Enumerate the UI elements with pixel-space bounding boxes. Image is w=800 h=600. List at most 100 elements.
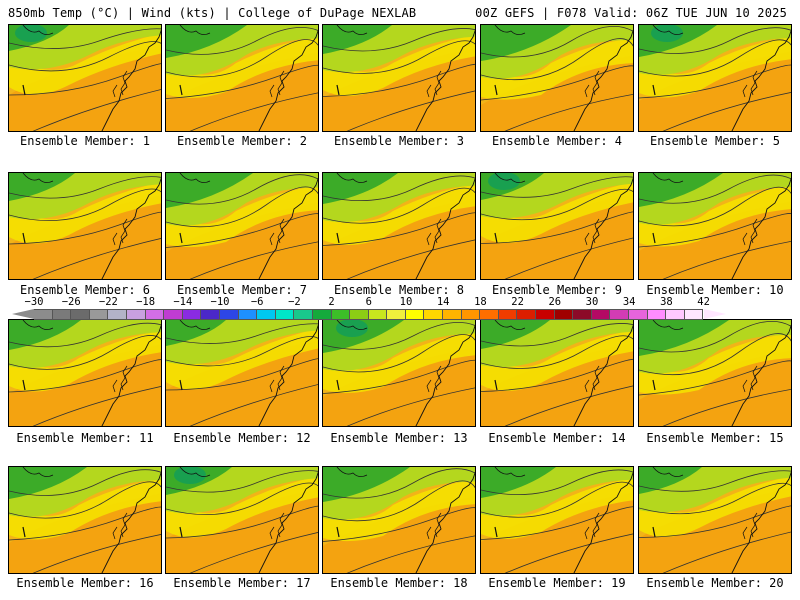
colorbar-tick-label: −26 — [61, 296, 81, 308]
ensemble-map-panel — [165, 319, 319, 427]
product-title: 850mb Temp (°C) | Wind (kts) | College o… — [8, 6, 417, 20]
ensemble-member-caption: Ensemble Member: 1 — [19, 134, 151, 148]
colorbar-swatch — [257, 310, 276, 319]
colorbar-swatch — [331, 310, 351, 319]
colorbar-swatch — [629, 310, 648, 319]
colorbar-swatch — [238, 310, 258, 319]
ensemble-member-caption: Ensemble Member: 12 — [173, 431, 311, 445]
colorbar-swatch — [108, 310, 127, 319]
temperature-map — [323, 320, 475, 426]
colorbar-tick-label: −6 — [250, 296, 264, 308]
ensemble-map-panel — [480, 319, 634, 427]
colorbar-tick-label: −2 — [288, 296, 301, 308]
colorbar-tick-label: 26 — [548, 296, 562, 308]
temperature-map — [9, 320, 161, 426]
temperature-map — [166, 25, 318, 131]
colorbar-swatch — [591, 310, 611, 319]
ensemble-map-panel — [165, 466, 319, 574]
temperature-map — [166, 320, 318, 426]
temperature-map — [639, 173, 791, 279]
ensemble-member-caption: Ensemble Member: 20 — [646, 576, 784, 590]
colorbar-swatch — [126, 310, 146, 319]
temperature-map — [481, 25, 633, 131]
temperature-map — [639, 320, 791, 426]
colorbar-swatch — [182, 310, 202, 319]
ensemble-member-caption: Ensemble Member: 17 — [173, 576, 311, 590]
ensemble-map-panel — [322, 319, 476, 427]
colorbar-tick-label: 30 — [585, 296, 599, 308]
ensemble-map-panel — [322, 24, 476, 132]
colorbar-swatch — [666, 310, 685, 319]
ensemble-member-caption: Ensemble Member: 2 — [176, 134, 308, 148]
colorbar-tick-label: −22 — [98, 296, 118, 308]
ensemble-member-caption: Ensemble Member: 13 — [330, 431, 468, 445]
ensemble-member-caption: Ensemble Member: 14 — [488, 431, 626, 445]
ensemble-map-panel — [322, 172, 476, 280]
colorbar-tick-label: −14 — [173, 296, 193, 308]
colorbar-tick-label: 18 — [474, 296, 487, 308]
colorbar-swatch — [554, 310, 574, 319]
ensemble-member-caption: Ensemble Member: 7 — [176, 283, 308, 297]
ensemble-member-caption: Ensemble Member: 18 — [330, 576, 468, 590]
temperature-map — [639, 467, 791, 573]
ensemble-member-caption: Ensemble Member: 6 — [19, 283, 151, 297]
temperature-colorbar: −30 −26 −22 −18 −14 −10 −6 −2 2 6 10 14 18 22 26 30 34 38… — [10, 296, 790, 320]
ensemble-member-caption: Ensemble Member: 19 — [488, 576, 626, 590]
colorbar-tick-label: −30 — [24, 296, 44, 308]
colorbar-swatch — [517, 310, 537, 319]
colorbar-swatch — [573, 310, 592, 319]
colorbar-tick-label: −18 — [136, 296, 156, 308]
ensemble-member-caption: Ensemble Member: 3 — [333, 134, 465, 148]
temperature-map — [9, 467, 161, 573]
colorbar-swatch — [610, 310, 629, 319]
ensemble-member-caption: Ensemble Member: 10 — [646, 283, 784, 297]
colorbar-swatch — [405, 310, 425, 319]
temperature-map — [323, 173, 475, 279]
ensemble-member-caption: Ensemble Member: 11 — [16, 431, 154, 445]
ensemble-member-caption: Ensemble Member: 4 — [491, 134, 623, 148]
temperature-map — [166, 173, 318, 279]
ensemble-member-caption: Ensemble Member: 15 — [646, 431, 784, 445]
colorbar-swatch — [684, 310, 704, 319]
temperature-map — [481, 173, 633, 279]
ensemble-map-panel — [8, 466, 162, 574]
header: 850mb Temp (°C) | Wind (kts) | College o… — [0, 0, 800, 24]
colorbar-swatch — [89, 310, 109, 319]
ensemble-map-panel — [638, 24, 792, 132]
colorbar-swatch — [201, 310, 220, 319]
colorbar-left-arrow-icon — [12, 309, 34, 319]
temperature-map — [639, 25, 791, 131]
colorbar-swatch — [647, 310, 667, 319]
ensemble-map-panel — [480, 172, 634, 280]
ensemble-member-caption: Ensemble Member: 9 — [491, 283, 623, 297]
temperature-map — [323, 25, 475, 131]
colorbar-swatch — [294, 310, 313, 319]
ensemble-map-panel — [8, 172, 162, 280]
ensemble-map-panel — [322, 466, 476, 574]
colorbar-tick-label: 34 — [622, 296, 636, 308]
temperature-map — [481, 467, 633, 573]
ensemble-member-caption: Ensemble Member: 8 — [333, 283, 465, 297]
colorbar-swatch — [368, 310, 388, 319]
temperature-map — [166, 467, 318, 573]
colorbar-swatch — [164, 310, 183, 319]
colorbar-swatch — [536, 310, 555, 319]
colorbar-swatch — [312, 310, 332, 319]
colorbar-tick-label: 42 — [697, 296, 710, 308]
ensemble-map-panel — [638, 319, 792, 427]
colorbar-swatch — [219, 310, 239, 319]
colorbar-swatch — [498, 310, 518, 319]
colorbar-swatch — [461, 310, 481, 319]
colorbar-swatch — [480, 310, 499, 319]
colorbar-swatch — [52, 310, 72, 319]
ensemble-map-panel — [8, 319, 162, 427]
colorbar-right-arrow-icon — [703, 309, 726, 319]
temperature-map — [323, 467, 475, 573]
run-valid-time: 00Z GEFS | F078 Valid: 06Z TUE JUN 10 20… — [475, 6, 787, 20]
colorbar-swatch — [443, 310, 462, 319]
ensemble-member-caption: Ensemble Member: 5 — [649, 134, 781, 148]
temperature-map — [481, 320, 633, 426]
temperature-map — [9, 25, 161, 131]
colorbar-swatches — [34, 309, 704, 320]
colorbar-swatch — [71, 310, 90, 319]
